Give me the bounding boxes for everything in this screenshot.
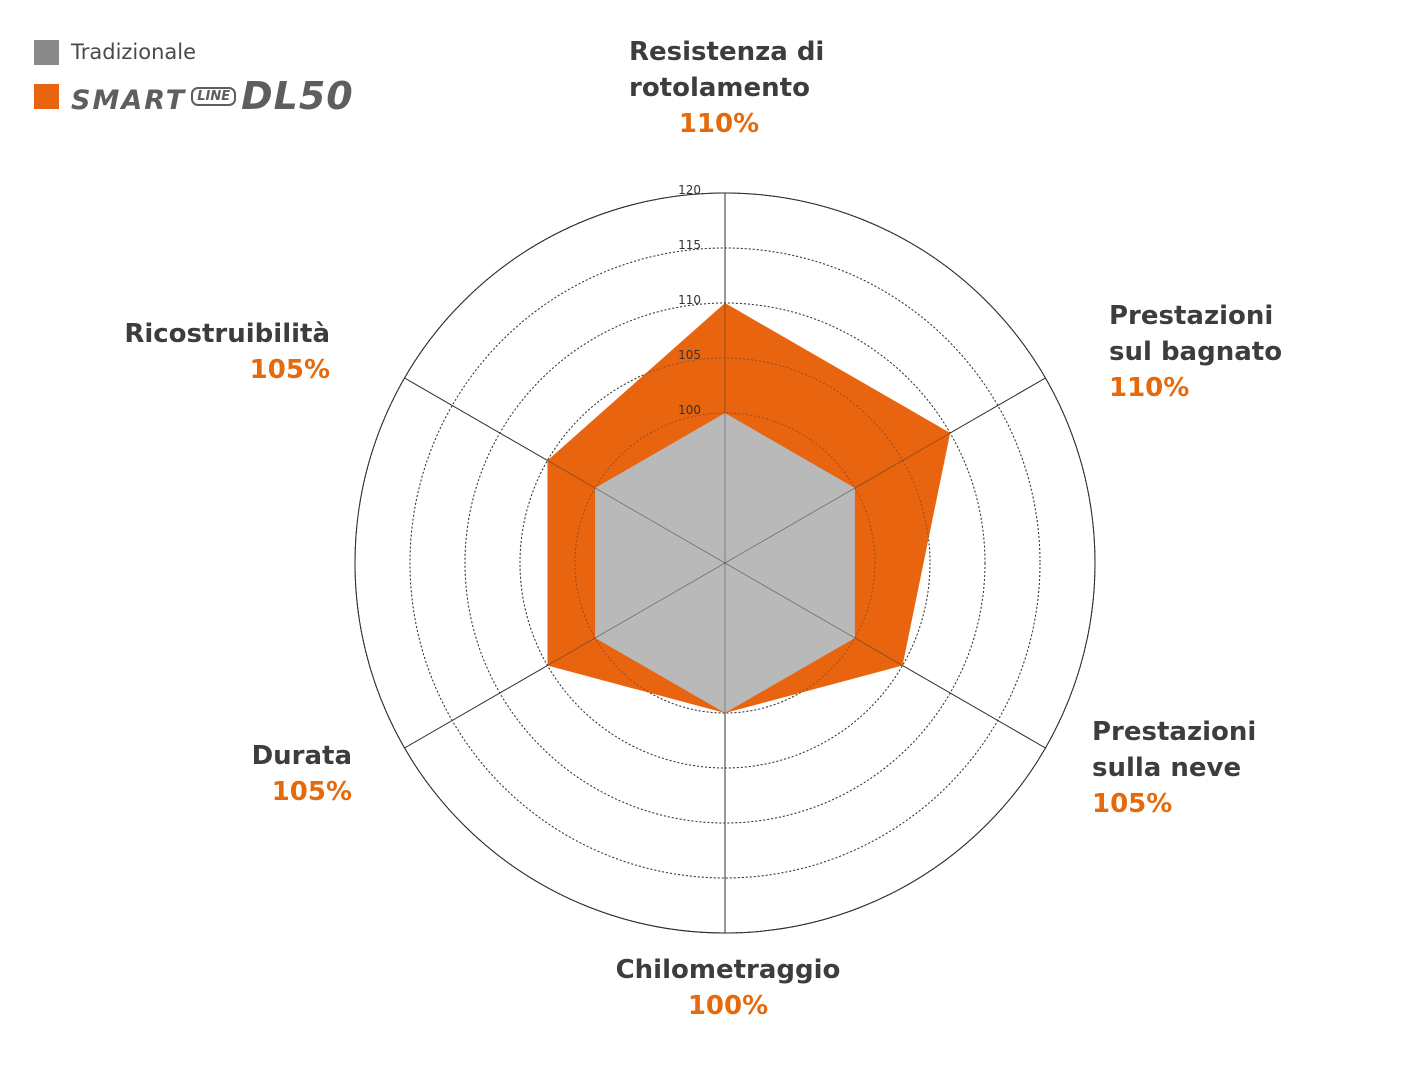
axis-value-bagnato: 110% [1109, 373, 1190, 403]
tick-label: 105 [678, 348, 701, 362]
legend-label-tradizionale: Tradizionale [71, 40, 197, 64]
legend-item-tradizionale: Tradizionale [34, 38, 354, 66]
axis-label-neve: Prestazioni sulla neve 105% [1092, 714, 1256, 822]
axis-value-durata: 105% [271, 777, 352, 807]
axis-label-chilometraggio: Chilometraggio 100% [608, 952, 848, 1024]
axis-name-ricostruibilita: Ricostruibilità [124, 319, 330, 349]
axis-spoke-overlay [404, 377, 726, 564]
axis-label-durata: Durata 105% [232, 738, 352, 810]
tick-label: 115 [678, 238, 701, 252]
axis-name-bagnato: Prestazioni sul bagnato [1109, 301, 1283, 367]
axis-label-resistenza: Resistenza di rotolamento 110% [629, 34, 825, 142]
brand-line: LINE [191, 87, 237, 106]
legend-item-smartline: SMART LINE DL50 [34, 74, 354, 118]
radar-series [354, 192, 1096, 934]
axis-value-ricostruibilita: 105% [249, 355, 330, 385]
tick-label: 120 [678, 183, 701, 197]
axis-value-chilometraggio: 100% [687, 991, 769, 1021]
brand-model: DL50 [241, 74, 354, 118]
grid-ring-overlay [574, 412, 876, 714]
grid-ring-overlay [409, 247, 1041, 879]
axis-name-chilometraggio: Chilometraggio [615, 955, 841, 985]
axis-name-resistenza: Resistenza di rotolamento [629, 37, 825, 103]
axis-spoke-overlay [724, 377, 1046, 564]
axis-name-neve: Prestazioni sulla neve [1092, 717, 1257, 783]
axis-value-neve: 105% [1092, 789, 1173, 819]
tick-label: 110 [678, 293, 701, 307]
brand-smart: SMART [71, 85, 187, 116]
axis-spoke-overlay [724, 562, 1046, 749]
axis-spoke-overlay [404, 562, 726, 749]
tick-label: 100 [678, 403, 701, 417]
legend: Tradizionale SMART LINE DL50 [34, 38, 354, 118]
radar-tick-labels: 100 105 110 115 120 [678, 183, 701, 417]
legend-swatch-smartline [34, 83, 59, 109]
legend-swatch-tradizionale [34, 39, 59, 65]
axis-name-durata: Durata [251, 741, 352, 771]
brand-logo-smartline-dl50: SMART LINE DL50 [71, 74, 354, 118]
axis-label-ricostruibilita: Ricostruibilità 105% [110, 316, 330, 388]
axis-value-resistenza: 110% [678, 109, 760, 139]
axis-label-bagnato: Prestazioni sul bagnato 110% [1109, 298, 1282, 406]
